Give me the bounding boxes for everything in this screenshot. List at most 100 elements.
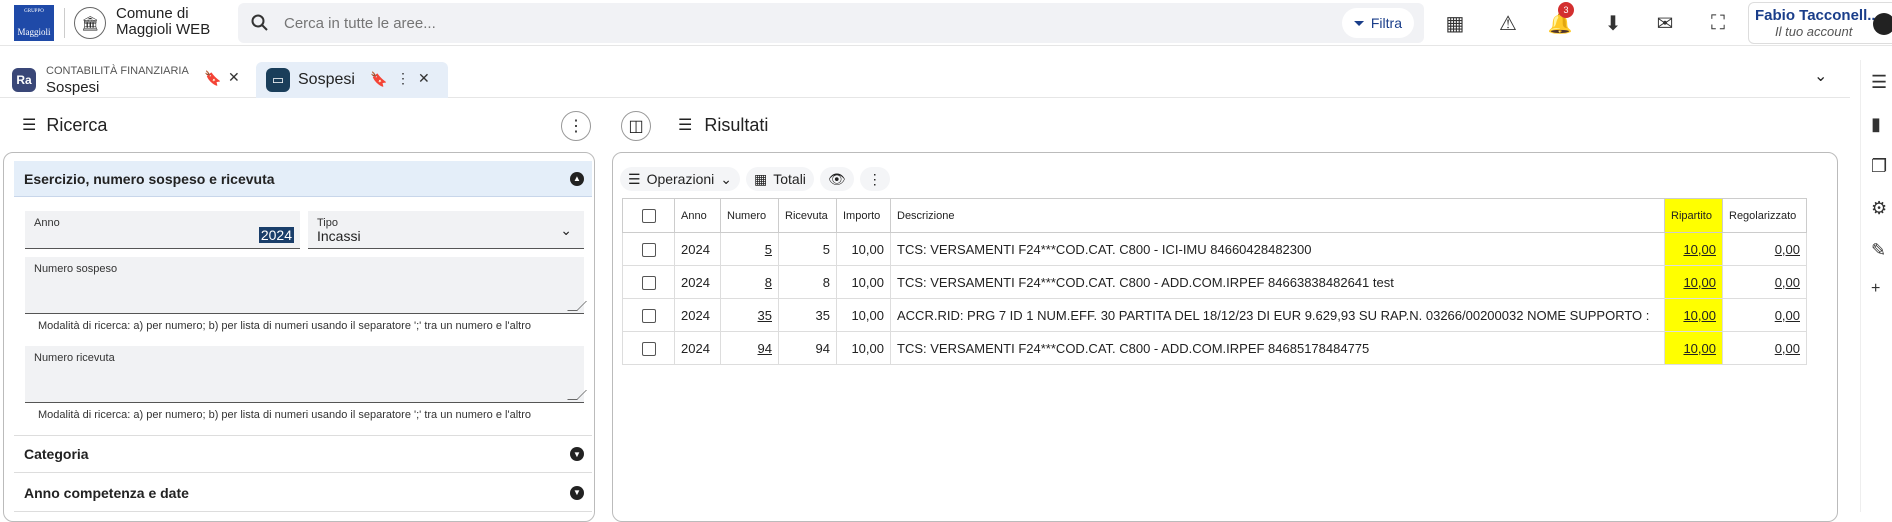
toggle-sidebar-button[interactable]: ◫: [621, 111, 651, 141]
search-input[interactable]: [284, 12, 1084, 34]
col-regolarizzato[interactable]: Regolarizzato: [1722, 198, 1807, 233]
plugin-icon[interactable]: ✎: [1871, 240, 1887, 260]
operazioni-label: Operazioni: [646, 171, 715, 187]
list-icon[interactable]: ☰: [1871, 72, 1888, 92]
col-anno[interactable]: Anno: [674, 198, 721, 233]
cell-importo: 10,00: [836, 265, 891, 299]
fullscreen-icon[interactable]: ⛶: [1711, 11, 1725, 34]
section-anno-competenza[interactable]: Anno competenza e date ▼: [14, 474, 592, 512]
row-checkbox[interactable]: [641, 308, 656, 323]
tipo-label: Tipo: [317, 217, 338, 229]
filter-label: Filtra: [1370, 15, 1402, 31]
notification-badge: 3: [1558, 2, 1574, 18]
cell-ricevuta: 8: [778, 265, 837, 299]
eye-icon: 👁: [827, 170, 846, 187]
download-icon[interactable]: ⬇: [1604, 12, 1622, 35]
close-icon[interactable]: ✕: [418, 70, 430, 86]
sidebar-icon: ◫: [628, 118, 644, 135]
col-ripartito[interactable]: Ripartito: [1664, 198, 1723, 233]
ente-line1: Comune di: [116, 5, 189, 22]
visibility-button[interactable]: 👁: [819, 167, 854, 191]
book-icon[interactable]: ▮: [1871, 114, 1881, 134]
risultati-header: ☰ Risultati: [678, 108, 768, 142]
bell-icon[interactable]: 🔔: [1547, 12, 1573, 35]
more-options-button[interactable]: ⋮: [561, 111, 591, 141]
more-button[interactable]: ⋮: [859, 167, 890, 191]
ente-line2: Maggioli WEB: [116, 21, 211, 38]
cell-ripartito-link[interactable]: 10,00: [1664, 232, 1723, 266]
search-list-icon: ☰: [22, 117, 37, 134]
section-esercizio[interactable]: Esercizio, numero sospeso e ricevuta ▲: [14, 161, 592, 197]
cell-regolarizzato-link[interactable]: 0,00: [1722, 265, 1807, 299]
tab-contabilita-sospesi[interactable]: Ra CONTABILITÀ FINANZIARIA Sospesi 🔖 ✕: [0, 62, 250, 98]
mail-icon[interactable]: ✉: [1656, 12, 1674, 35]
cell-regolarizzato-link[interactable]: 0,00: [1722, 331, 1807, 365]
cell-ripartito-link[interactable]: 10,00: [1664, 265, 1723, 299]
add-icon[interactable]: +: [1871, 280, 1881, 297]
select-all-checkbox[interactable]: [641, 208, 656, 223]
operazioni-button[interactable]: ☰ Operazioni ⌄: [620, 167, 740, 191]
global-search: ⏷ Filtra: [238, 3, 1424, 43]
warning-icon[interactable]: ⚠: [1499, 12, 1517, 35]
resize-handle[interactable]: [567, 390, 587, 400]
user-sub: Il tuo account: [1775, 24, 1853, 39]
section-title: Anno competenza e date: [24, 484, 189, 501]
col-numero[interactable]: Numero: [720, 198, 779, 233]
cell-importo: 10,00: [836, 331, 891, 365]
tipo-select[interactable]: Tipo Incassi ⌄: [308, 211, 584, 249]
dashboard-icon[interactable]: ▦: [1445, 12, 1465, 35]
copy-icon[interactable]: ❐: [1871, 156, 1888, 176]
close-icon[interactable]: ✕: [228, 69, 240, 85]
section-categoria[interactable]: Categoria ▼: [14, 435, 592, 473]
row-checkbox[interactable]: [641, 242, 656, 257]
chevron-down-icon[interactable]: ⌄: [1814, 68, 1828, 85]
filter-button[interactable]: ⏷ Filtra: [1341, 8, 1414, 38]
col-ricevuta[interactable]: Ricevuta: [778, 198, 837, 233]
numero-ricevuta-field[interactable]: Numero ricevuta: [25, 346, 587, 403]
table-row[interactable]: 2024 8 8 10,00 TCS: VERSAMENTI F24***COD…: [622, 265, 1807, 299]
row-checkbox-cell: [622, 298, 675, 332]
right-rail: ☰ ▮ ❐ ⚙ ✎ +: [1860, 60, 1892, 512]
cell-anno: 2024: [674, 298, 721, 332]
anno-field[interactable]: Anno 2024: [25, 211, 300, 249]
col-importo[interactable]: Importo: [836, 198, 891, 233]
resize-handle[interactable]: [567, 301, 587, 311]
more-icon: ⋮: [867, 170, 882, 187]
ricevuta-hint: Modalità di ricerca: a) per numero; b) p…: [38, 409, 531, 421]
table-row[interactable]: 2024 35 35 10,00 ACCR.RID: PRG 7 ID 1 NU…: [622, 298, 1807, 332]
table-row[interactable]: 2024 5 5 10,00 TCS: VERSAMENTI F24***COD…: [622, 232, 1807, 266]
cell-numero-link[interactable]: 94: [720, 331, 779, 365]
cell-descrizione: TCS: VERSAMENTI F24***COD.CAT. C800 - AD…: [890, 331, 1665, 365]
numero-sospeso-field[interactable]: Numero sospeso: [25, 257, 587, 314]
totali-button[interactable]: ▦ Totali: [746, 167, 814, 191]
bookmark-icon[interactable]: 🔖: [370, 71, 388, 87]
menu-icon: ☰: [628, 170, 641, 187]
col-descrizione[interactable]: Descrizione: [890, 198, 1665, 233]
results-table: Anno Numero Ricevuta Importo Descrizione…: [622, 198, 1807, 365]
cell-ripartito-link[interactable]: 10,00: [1664, 298, 1723, 332]
cell-ricevuta: 35: [778, 298, 837, 332]
row-checkbox[interactable]: [641, 275, 656, 290]
row-checkbox-cell: [622, 331, 675, 365]
cell-anno: 2024: [674, 232, 721, 266]
cell-numero-link[interactable]: 5: [720, 232, 779, 266]
cell-regolarizzato-link[interactable]: 0,00: [1722, 298, 1807, 332]
account-icon: [1873, 13, 1892, 35]
tipo-value: Incassi: [317, 228, 361, 244]
settings-icon[interactable]: ⚙: [1871, 198, 1888, 218]
cell-numero-link[interactable]: 35: [720, 298, 779, 332]
maggioli-logo[interactable]: GRUPPO Maggioli: [14, 5, 54, 41]
list-icon: ☰: [678, 117, 693, 134]
account-button[interactable]: Fabio Tacconell... Il tuo account: [1748, 2, 1892, 44]
more-icon[interactable]: ⋮: [396, 70, 410, 86]
search-panel: Esercizio, numero sospeso e ricevuta ▲ A…: [3, 152, 595, 522]
table-row[interactable]: 2024 94 94 10,00 TCS: VERSAMENTI F24***C…: [622, 331, 1807, 365]
bank-icon[interactable]: 🏛: [74, 7, 106, 39]
row-checkbox[interactable]: [641, 341, 656, 356]
cell-regolarizzato-link[interactable]: 0,00: [1722, 232, 1807, 266]
cell-numero-link[interactable]: 8: [720, 265, 779, 299]
bookmark-icon[interactable]: 🔖: [204, 70, 222, 86]
tab-sospesi-active[interactable]: ▭ Sospesi 🔖 ⋮ ✕: [256, 62, 448, 98]
cell-ripartito-link[interactable]: 10,00: [1664, 331, 1723, 365]
tab-bar: Ra CONTABILITÀ FINANZIARIA Sospesi 🔖 ✕ ▭…: [0, 52, 1850, 98]
